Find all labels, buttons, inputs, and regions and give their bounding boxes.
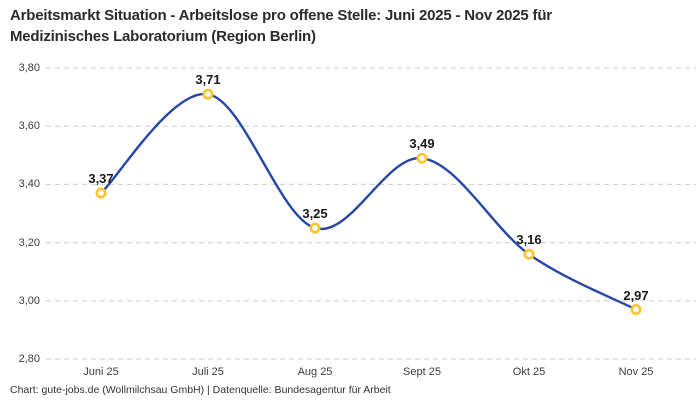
data-point-marker xyxy=(416,152,428,164)
data-point-label: 3,25 xyxy=(302,206,328,222)
x-axis-tick-label: Juni 25 xyxy=(83,366,119,378)
x-axis-tick-label: Sept 25 xyxy=(403,366,441,378)
x-axis-tick-label: Okt 25 xyxy=(512,366,546,378)
chart-title-line2: Medizinisches Laboratorium (Region Berli… xyxy=(10,28,316,45)
data-point-marker xyxy=(309,222,321,234)
data-point-label: 3,71 xyxy=(195,72,221,88)
y-axis-tick-label: 3,40 xyxy=(18,178,40,191)
data-point-label: 3,16 xyxy=(516,232,542,248)
y-axis-tick-label: 3,60 xyxy=(18,120,40,133)
y-axis-tick-label: 3,00 xyxy=(18,294,40,307)
y-axis-tick-label: 3,80 xyxy=(18,62,40,74)
data-point-marker xyxy=(630,304,642,316)
y-axis-tick-label: 3,20 xyxy=(18,236,40,249)
y-axis-tick-label: 2,80 xyxy=(18,353,40,365)
x-axis-tick-label: Aug 25 xyxy=(297,366,333,378)
data-point-marker xyxy=(95,187,107,199)
data-point-marker xyxy=(202,88,214,100)
x-axis-tick-label: Juli 25 xyxy=(192,366,224,378)
data-point-label: 3,49 xyxy=(409,136,435,152)
chart-title-line1: Arbeitsmarkt Situation - Arbeitslose pro… xyxy=(10,7,552,24)
data-point-label: 3,37 xyxy=(88,171,114,187)
chart-title: Arbeitsmarkt Situation - Arbeitslose pro… xyxy=(10,5,552,47)
data-point-marker xyxy=(523,248,535,260)
x-axis-tick-label: Nov 25 xyxy=(618,366,654,378)
chart-footer: Chart: gute-jobs.de (Wollmilchsau GmbH) … xyxy=(10,384,391,396)
data-point-label: 2,97 xyxy=(623,287,649,303)
